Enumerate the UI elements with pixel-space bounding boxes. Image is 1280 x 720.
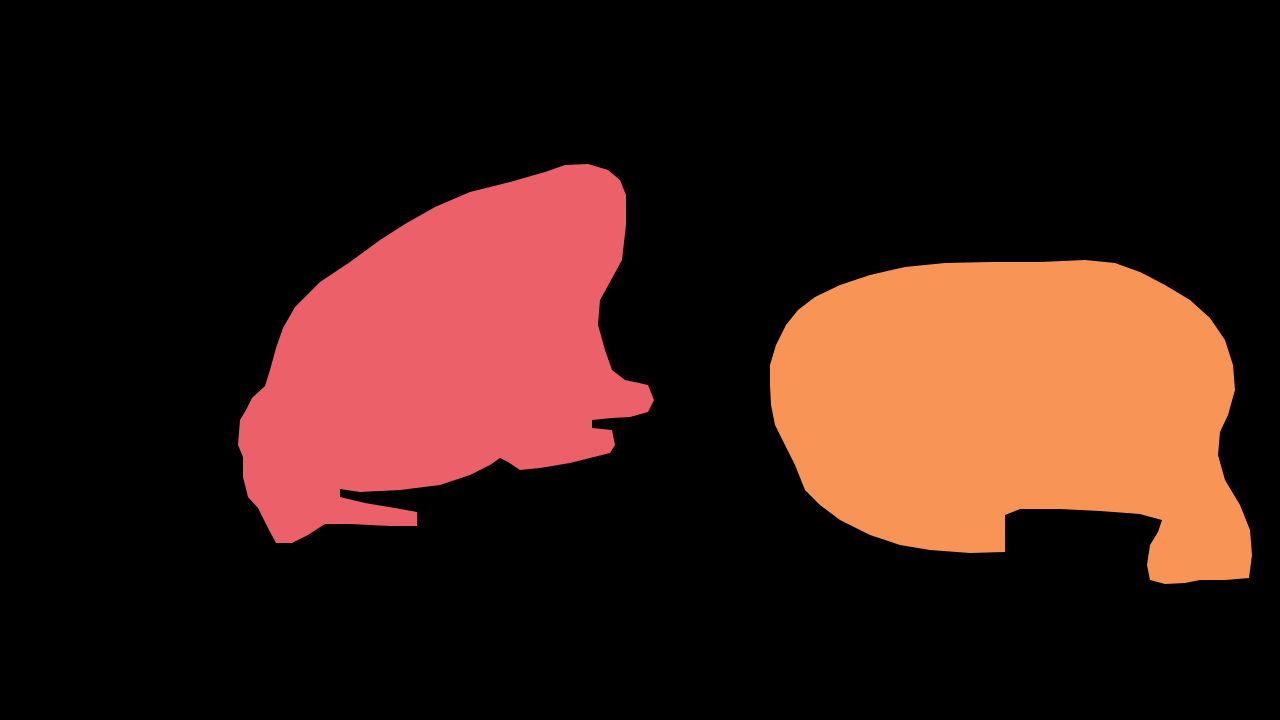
segment-left <box>238 164 654 543</box>
segment-right <box>770 260 1252 584</box>
